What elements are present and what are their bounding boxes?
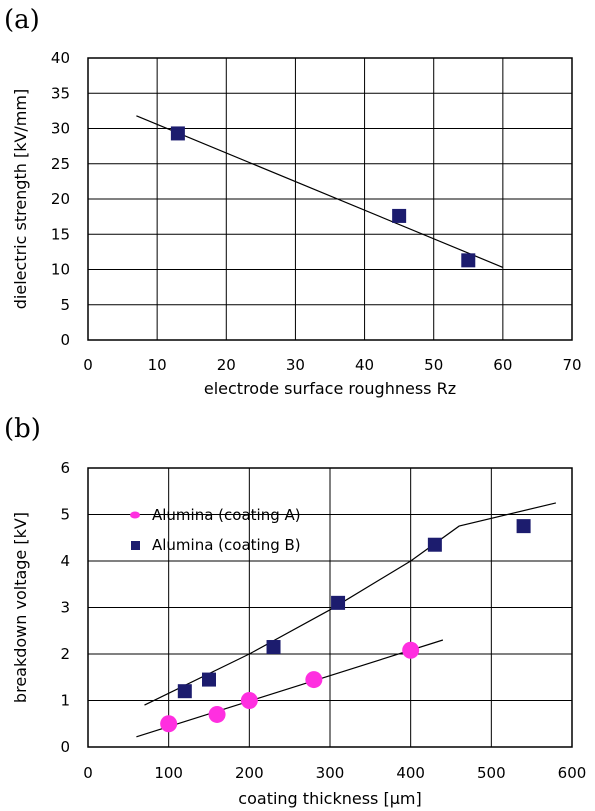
x-axis-title: electrode surface roughness Rz — [204, 379, 456, 398]
x-tick-label: 600 — [558, 764, 587, 782]
y-tick-label: 1 — [60, 692, 70, 710]
data-point-square — [331, 595, 346, 610]
data-point-circle — [208, 705, 226, 723]
data-point-square — [202, 672, 216, 687]
x-tick-label: 500 — [477, 764, 506, 782]
y-tick-label: 10 — [51, 261, 70, 279]
x-tick-label: 40 — [355, 356, 374, 374]
y-tick-label: 30 — [51, 120, 70, 138]
trend-line — [136, 639, 444, 738]
y-tick-label: 40 — [51, 49, 70, 67]
plot-frame — [87, 57, 573, 341]
data-point-square — [170, 126, 185, 141]
x-axis-title: coating thickness [µm] — [238, 789, 421, 808]
trend-line — [136, 115, 504, 268]
y-tick-label: 35 — [51, 84, 70, 102]
y-tick-label: 5 — [60, 506, 70, 524]
legend-marker-circle — [130, 511, 140, 519]
legend-marker-square — [131, 541, 140, 550]
x-tick-label: 200 — [235, 764, 264, 782]
x-tick-label: 20 — [217, 356, 236, 374]
x-tick-label: 400 — [396, 764, 425, 782]
data-point-square — [266, 640, 281, 655]
x-tick-label: 0 — [83, 356, 93, 374]
y-tick-label: 4 — [60, 552, 70, 570]
y-axis-title: breakdown voltage [kV] — [11, 512, 30, 703]
plot-frame — [87, 467, 573, 748]
legend-entry: Alumina (coating A) — [152, 506, 301, 524]
chart-panel-b: (b) 0 100 200 300 400 500 600 0 1 2 3 4 5 6 coating thi… — [4, 414, 586, 808]
chart-panel-a: (a) 0 10 20 30 40 50 60 70 0 5 10 15 20 25 30 35 40 electr… — [4, 5, 582, 398]
x-tick-label: 30 — [286, 356, 305, 374]
y-tick-label: 15 — [51, 225, 70, 243]
y-tick-label: 6 — [60, 459, 70, 477]
x-tick-label: 300 — [316, 764, 345, 782]
trend-line — [144, 502, 557, 706]
data-point-circle — [305, 671, 323, 689]
x-tick-label: 60 — [493, 356, 512, 374]
panel-label: (a) — [4, 5, 40, 35]
data-point-square — [392, 208, 407, 223]
data-point-circle — [160, 715, 178, 733]
x-tick-label: 100 — [154, 764, 183, 782]
y-axis-title: dielectric strength [kV/mm] — [11, 89, 30, 309]
legend-entry: Alumina (coating B) — [152, 536, 301, 554]
x-tick-label: 0 — [83, 764, 93, 782]
data-point-square — [177, 684, 192, 699]
y-tick-label: 0 — [60, 738, 70, 756]
x-tick-label: 50 — [424, 356, 443, 374]
data-point-square — [516, 519, 531, 534]
y-tick-label: 5 — [60, 296, 70, 314]
data-point-square — [427, 537, 442, 552]
data-point-square — [461, 253, 476, 268]
data-point-circle — [240, 692, 258, 709]
y-tick-label: 3 — [60, 599, 70, 617]
x-tick-label: 10 — [148, 356, 167, 374]
y-tick-label: 2 — [60, 645, 70, 663]
panel-label: (b) — [4, 414, 41, 444]
y-tick-label: 20 — [51, 190, 70, 208]
x-tick-label: 70 — [562, 356, 581, 374]
data-point-circle — [402, 641, 420, 659]
y-tick-label: 0 — [60, 331, 70, 349]
y-tick-label: 25 — [51, 155, 70, 173]
